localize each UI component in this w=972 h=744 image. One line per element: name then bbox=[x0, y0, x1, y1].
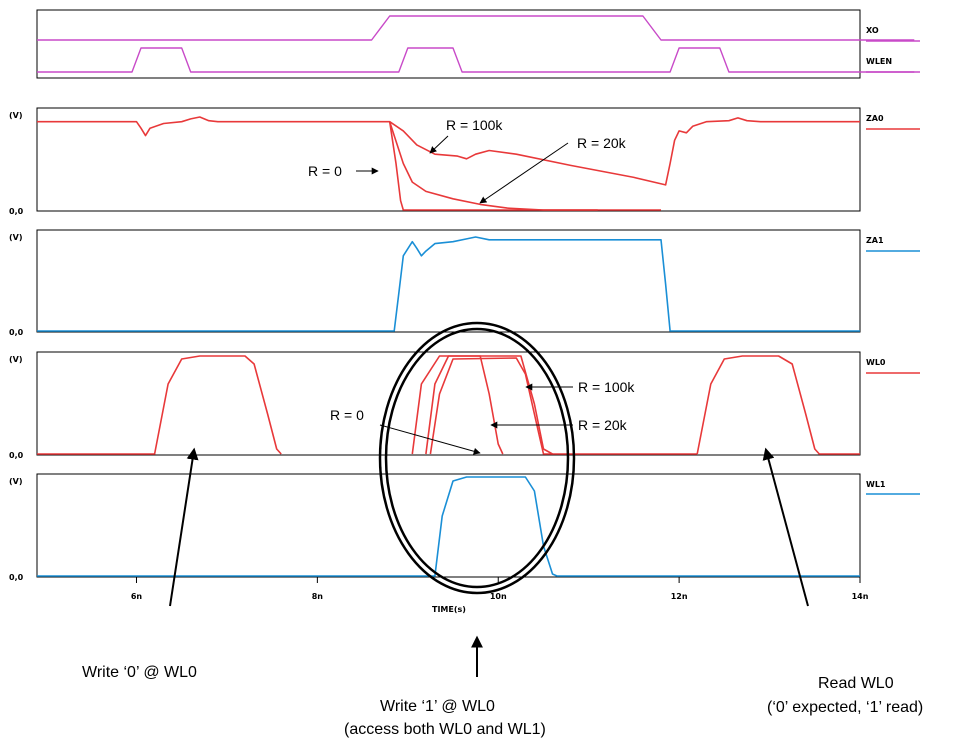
traces-za0 bbox=[37, 116, 860, 211]
annot-wl0-r20k: R = 20k bbox=[578, 417, 628, 433]
signal-label-xo: XO bbox=[866, 26, 879, 35]
highlight-ellipse-outer bbox=[378, 321, 576, 595]
caption-read-line2: (‘0’ expected, ‘1’ read) bbox=[767, 699, 923, 716]
trace-wl0-4 bbox=[696, 355, 860, 455]
annot-za0-r20k: R = 20k bbox=[577, 135, 627, 151]
arrow-za0-r100k bbox=[429, 135, 449, 154]
x-tick-label: 6n bbox=[131, 592, 143, 601]
panel-wl0-ylabel: (V) bbox=[9, 355, 23, 364]
digital-traces bbox=[37, 15, 915, 73]
panel-digital-frame bbox=[36, 9, 861, 79]
caption-write0: Write ‘0’ @ WL0 bbox=[82, 664, 197, 681]
x-tick-label: 8n bbox=[312, 592, 324, 601]
signal-label-wlen: WLEN bbox=[866, 57, 892, 66]
caption-write1-line1: Write ‘1’ @ WL0 bbox=[380, 698, 495, 715]
trace-xo bbox=[37, 15, 915, 41]
panel-wl0-zero-label: 0,0 bbox=[9, 451, 24, 460]
panel-wl0: (V) 0,0 WL0 bbox=[9, 351, 920, 460]
panel-wl1-frame bbox=[36, 473, 861, 578]
signal-label-za1: ZA1 bbox=[866, 236, 884, 245]
panel-za1-frame bbox=[36, 229, 861, 333]
annot-za0-r100k: R = 100k bbox=[446, 117, 503, 133]
trace-wl0-0 bbox=[37, 355, 282, 455]
traces-wl0 bbox=[37, 355, 860, 455]
x-tick-label: 12n bbox=[671, 592, 688, 601]
panel-wl1-ylabel: (V) bbox=[9, 477, 23, 486]
trace-wl1-0 bbox=[37, 476, 860, 577]
x-tick-label: 10n bbox=[490, 592, 507, 601]
panel-za0-ylabel: (V) bbox=[9, 111, 23, 120]
panel-za1: (V) 0,0 ZA1 bbox=[9, 229, 920, 337]
panel-wl0-frame bbox=[36, 351, 861, 456]
signal-label-za0: ZA0 bbox=[866, 114, 884, 123]
panel-wl1-zero-label: 0,0 bbox=[9, 573, 24, 582]
panel-za0-frame bbox=[36, 107, 861, 212]
caption-read-line1: Read WL0 bbox=[818, 675, 894, 692]
annot-za0-r0: R = 0 bbox=[308, 163, 342, 179]
signal-label-wl0: WL0 bbox=[866, 358, 886, 367]
panel-wl1: (V) 0,0 WL1 bbox=[9, 473, 920, 582]
trace-wl0-2 bbox=[425, 355, 553, 455]
traces-wl1 bbox=[37, 476, 860, 577]
arrow-read bbox=[762, 447, 809, 607]
highlight-ellipse-inner bbox=[384, 327, 570, 589]
trace-wl0-1 bbox=[411, 355, 504, 455]
arrow-write0 bbox=[169, 447, 199, 607]
annot-wl0-r100k: R = 100k bbox=[578, 379, 635, 395]
x-tick-label: 14n bbox=[852, 592, 869, 601]
panel-za0: (V) 0,0 ZA0 bbox=[9, 107, 920, 216]
traces-za1 bbox=[37, 236, 860, 332]
trace-za0-1 bbox=[388, 121, 661, 211]
x-axis: 6n 8n 10n 12n 14n bbox=[131, 577, 869, 601]
trace-wlen bbox=[37, 47, 915, 73]
x-axis-label: TIME(s) bbox=[432, 605, 466, 614]
trace-za1-0 bbox=[37, 236, 860, 332]
trace-wl0-3 bbox=[429, 357, 698, 455]
panel-digital: XO WLEN bbox=[36, 9, 920, 79]
caption-write1-line2: (access both WL0 and WL1) bbox=[344, 721, 546, 738]
arrow-wl0-r0 bbox=[379, 424, 481, 455]
panel-za1-zero-label: 0,0 bbox=[9, 328, 24, 337]
annot-wl0-r0: R = 0 bbox=[330, 407, 364, 423]
arrow-za0-r20k bbox=[479, 142, 569, 204]
trace-za0-2 bbox=[389, 117, 860, 186]
panel-za1-ylabel: (V) bbox=[9, 233, 23, 242]
trace-za0-0 bbox=[37, 116, 598, 211]
signal-label-wl1: WL1 bbox=[866, 480, 886, 489]
panel-za0-zero-label: 0,0 bbox=[9, 207, 24, 216]
